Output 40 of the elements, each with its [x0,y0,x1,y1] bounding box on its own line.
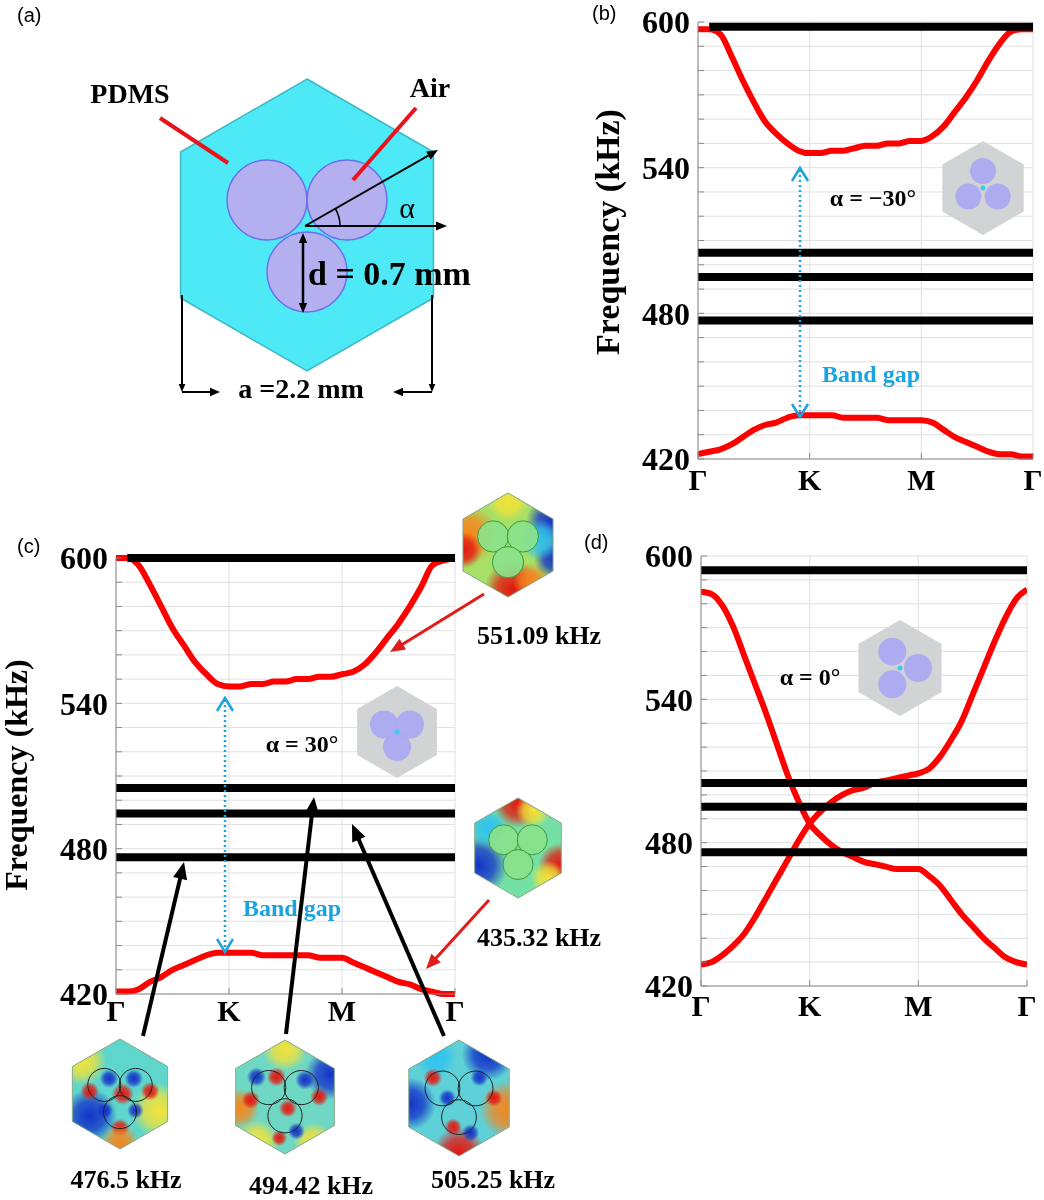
text: 505.25 kHz [430,1165,556,1194]
y-axis-title: Frequency (kHz) [0,659,34,891]
text: (a) [17,4,42,26]
x-tick-label: Γ [688,463,708,497]
text: (c) [17,535,41,557]
y-tick-label: 480 [642,295,690,332]
y-tick-label: 480 [645,825,693,862]
annotation: α = −30° [829,185,917,211]
x-tick-label: M [904,989,933,1023]
y-tick-label: 480 [60,831,108,868]
text: (b) [592,2,617,24]
y-tick-label: 420 [645,968,693,1005]
x-tick-label: Γ [1017,989,1037,1023]
y-tick-label: 540 [60,685,108,722]
x-tick-label: Γ [106,994,126,1028]
x-tick-label: K [217,994,242,1028]
x-tick-label: Γ [445,994,465,1028]
annotation: α = 30° [265,731,339,757]
x-tick-label: M [907,463,936,497]
annotation: Band gap [242,895,342,921]
text: 494.42 kHz [248,1171,374,1200]
text: 476.5 kHz [70,1165,182,1194]
text: 551.09 kHz [476,621,602,650]
x-tick-label: K [797,463,822,497]
annotation: α = 0° [779,664,841,690]
x-tick-label: Γ [1023,463,1043,497]
x-tick-label: K [797,989,822,1023]
y-tick-label: 420 [60,976,108,1013]
x-tick-label: Γ [691,989,711,1023]
y-tick-label: 540 [645,681,693,718]
y-tick-label: 600 [60,540,108,577]
y-tick-label: 600 [645,538,693,575]
text: (d) [584,531,609,553]
y-tick-label: 420 [642,441,690,478]
y-tick-label: 600 [642,4,690,41]
x-tick-label: M [327,994,357,1028]
text: 435.32 kHz [476,923,602,952]
annotation: Band gap [821,361,921,387]
y-axis-title: Frequency (kHz) [589,109,627,355]
y-tick-label: 540 [642,150,690,187]
